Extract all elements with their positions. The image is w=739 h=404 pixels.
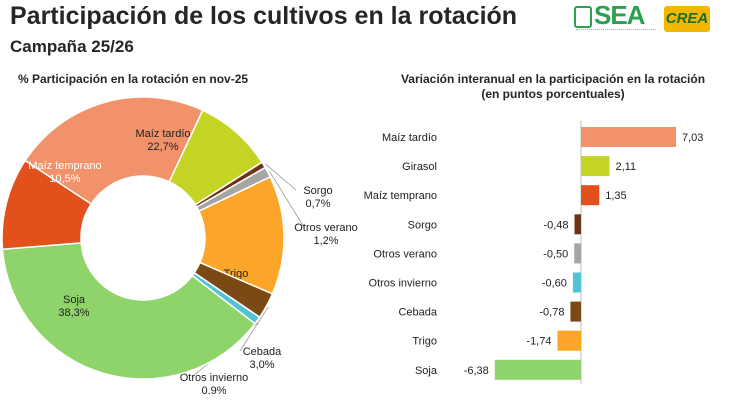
bar-chart-title: Variación interanual en la participación…	[400, 72, 706, 86]
donut-label-sorgo: Sorgo 0,7%	[303, 185, 332, 210]
bar-value-label-sorgo: -0,48	[543, 219, 568, 231]
donut-slice-maiz-tardio	[24, 96, 204, 206]
donut-label-otros-verano: Otros verano 1,2%	[294, 222, 358, 247]
donut-label-otros-invierno: Otros invierno 0.9%	[180, 372, 248, 397]
page-subtitle: Campaña 25/26	[10, 37, 134, 56]
bar-category-label-maiz-tardio: Maíz tardío	[382, 132, 437, 144]
bar-chart-subtitle: (en puntos porcentuales)	[481, 87, 625, 101]
donut-label-cebada: Cebada 3,0%	[243, 346, 282, 371]
bar-value-label-trigo: -1,74	[526, 336, 551, 348]
sea-logo-mark-icon	[574, 6, 592, 28]
bar-value-label-girasol: 2,11	[616, 161, 637, 173]
page-title: Participación de los cultivos en la rota…	[10, 2, 518, 30]
donut-leader-sorgo	[265, 163, 297, 191]
bar-category-label-maiz-temprano: Maíz temprano	[364, 190, 437, 202]
bar-category-label-otros-invierno: Otros invierno	[369, 278, 437, 290]
bar-soja	[494, 359, 581, 380]
donut-label-soja: Soja 38,3%	[58, 294, 89, 319]
bar-value-label-maiz-temprano: 1,35	[605, 190, 626, 202]
sea-logo-tagline-icon	[576, 29, 656, 33]
bar-girasol	[581, 156, 610, 177]
bar-chart-title-block: Variación interanual en la participación…	[392, 72, 714, 102]
bar-otros-invierno	[572, 272, 581, 293]
bar-value-label-cebada: -0,78	[539, 307, 564, 319]
donut-slice-soja	[1, 242, 257, 380]
bar-value-label-otros-verano: -0,50	[543, 248, 568, 260]
donut-leader-cebada	[239, 306, 269, 352]
donut-label-maiz-tardio: Maíz tardío 22,7%	[135, 128, 190, 153]
bar-category-label-otros-verano: Otros verano	[373, 248, 437, 260]
bar-category-label-soja: Soja	[415, 365, 438, 377]
bar-maiz-tardio	[581, 127, 676, 147]
bar-category-label-cebada: Cebada	[398, 307, 437, 319]
donut-leader-otros-verano	[269, 171, 305, 228]
sea-logo: SEA	[574, 0, 656, 36]
bar-category-label-trigo: Trigo	[412, 336, 437, 348]
bar-value-label-maiz-tardio: 7,03	[682, 132, 703, 144]
bar-maiz-temprano	[581, 185, 600, 206]
donut-label-maiz-temprano: Maíz temprano 10,5%	[28, 160, 101, 185]
bar-cebada	[570, 301, 581, 322]
sea-logo-text: SEA	[594, 0, 645, 30]
bar-value-label-soja: -6,38	[464, 365, 489, 377]
donut-slice-maiz-temprano	[1, 159, 93, 251]
bar-value-label-otros-invierno: -0,60	[542, 278, 567, 290]
bar-otros-verano	[574, 243, 581, 264]
crea-logo: CREA	[664, 6, 710, 32]
donut-chart-title: % Participación en la rotación en nov-25	[18, 72, 249, 86]
bar-trigo	[557, 330, 581, 351]
bar-sorgo	[574, 214, 581, 235]
bar-category-label-girasol: Girasol	[402, 161, 437, 173]
bar-category-label-sorgo: Sorgo	[408, 219, 437, 231]
